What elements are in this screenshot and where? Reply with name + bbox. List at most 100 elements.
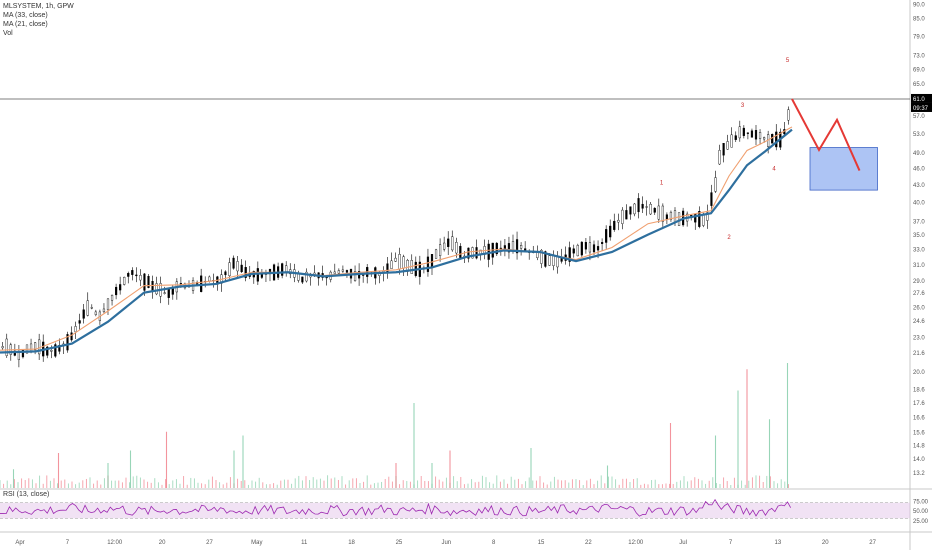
y-tick-label: 24.6 [913,319,925,325]
y-tick-label: 13.2 [913,471,925,477]
candle-body [455,242,458,254]
countdown-label: 09:37 [913,106,929,112]
candle-body [556,255,559,268]
candle-body [94,311,97,315]
candle-body [467,247,470,259]
x-tick-label: 8 [492,540,496,546]
candle-body [34,342,37,351]
candle-body [345,270,349,273]
rsi-band [0,502,910,519]
candle-body [641,203,644,209]
y-tick-label: 21.6 [913,351,925,357]
x-tick-label: May [251,540,262,546]
wave-label: 3 [741,103,745,109]
candle-body [706,212,709,221]
candle-body [613,220,616,230]
projection-path [791,98,861,171]
y-tick-label: 33.0 [913,247,925,253]
candle-body [714,177,717,192]
candle-body [507,243,511,253]
candle-body [758,132,762,139]
x-tick-label: 18 [348,540,355,546]
candle-body [139,275,142,281]
candle-body [763,137,766,140]
y-tick-label: 14.8 [913,443,925,449]
chart-legend: MLSYSTEM, 1h, GPW MA (33, close) MA (21,… [3,2,74,38]
x-tick-label: 12:00 [628,540,644,546]
candle-body [576,245,579,257]
candle-body [430,254,434,268]
candle-body [236,261,239,272]
candle-body [592,244,596,253]
candle-body [398,254,401,270]
y-tick-label: 43.0 [913,183,925,189]
candle-body [661,205,664,222]
y-tick-label: 69.0 [913,67,925,73]
y-tick-label: 17.6 [913,401,925,407]
candle-body [333,271,336,274]
candle-body [447,238,450,247]
candle-body [536,252,539,258]
candle-body [240,264,243,273]
candle-body [78,320,81,324]
x-tick-label: 7 [66,540,70,546]
y-tick-label: 27.6 [913,291,925,297]
candle-body [110,294,114,301]
candle-body [353,271,357,281]
candle-body [402,256,405,269]
candle-body [524,248,527,251]
x-tick-label: Apr [15,540,24,546]
candle-body [5,338,8,356]
candle-body [50,350,53,352]
candle-body [46,346,49,356]
y-tick-label: 18.6 [913,387,925,393]
y-tick-label: 31.0 [913,263,925,269]
x-tick-label: 20 [159,540,166,546]
candle-body [601,242,604,244]
y-tick-label: 85.0 [913,16,925,22]
candle-body [718,150,721,165]
x-tick-label: 27 [206,540,213,546]
candle-body [147,275,150,288]
rsi-line [0,498,792,517]
candle-body [746,132,749,134]
candle-body [337,270,340,274]
candle-body [572,248,575,254]
candle-body [434,249,438,259]
candle-body [228,262,231,277]
ma21-line [0,126,793,351]
legend-volume: Vol [3,30,13,37]
y-tick-label: 79.0 [913,34,925,40]
candle-body [665,214,668,220]
x-tick-label: 25 [396,540,403,546]
current-price-tag [911,93,932,103]
y-tick-label: 20.0 [913,370,925,376]
x-tick-label: 22 [585,540,592,546]
candle-body [657,205,660,220]
y-tick-label: 40.0 [913,201,925,207]
y-tick-label: 73.0 [913,54,925,60]
y-tick-label: 37.0 [913,220,925,226]
candle-body [135,274,138,277]
rsi-tick-label: 25.00 [913,519,929,525]
wave-label: 2 [727,235,731,241]
candle-body [143,273,146,291]
candle-body [106,298,110,311]
candle-body [459,245,462,258]
legend-title: MLSYSTEM, 1h, GPW [3,3,74,10]
candle-body [617,219,620,223]
x-tick-label: Jul [679,540,687,546]
candle-body [775,131,778,148]
candle-body [155,283,158,295]
x-tick-label: 12:00 [107,540,123,546]
candle-body [673,210,677,223]
x-tick-label: 7 [729,540,733,546]
candle-body [475,247,478,259]
rsi-tick-label: 75.00 [913,499,929,505]
candle-body [74,326,77,333]
candle-body [710,192,713,206]
candle-body [102,308,106,312]
candle-body [596,246,600,251]
candle-body [341,269,344,272]
